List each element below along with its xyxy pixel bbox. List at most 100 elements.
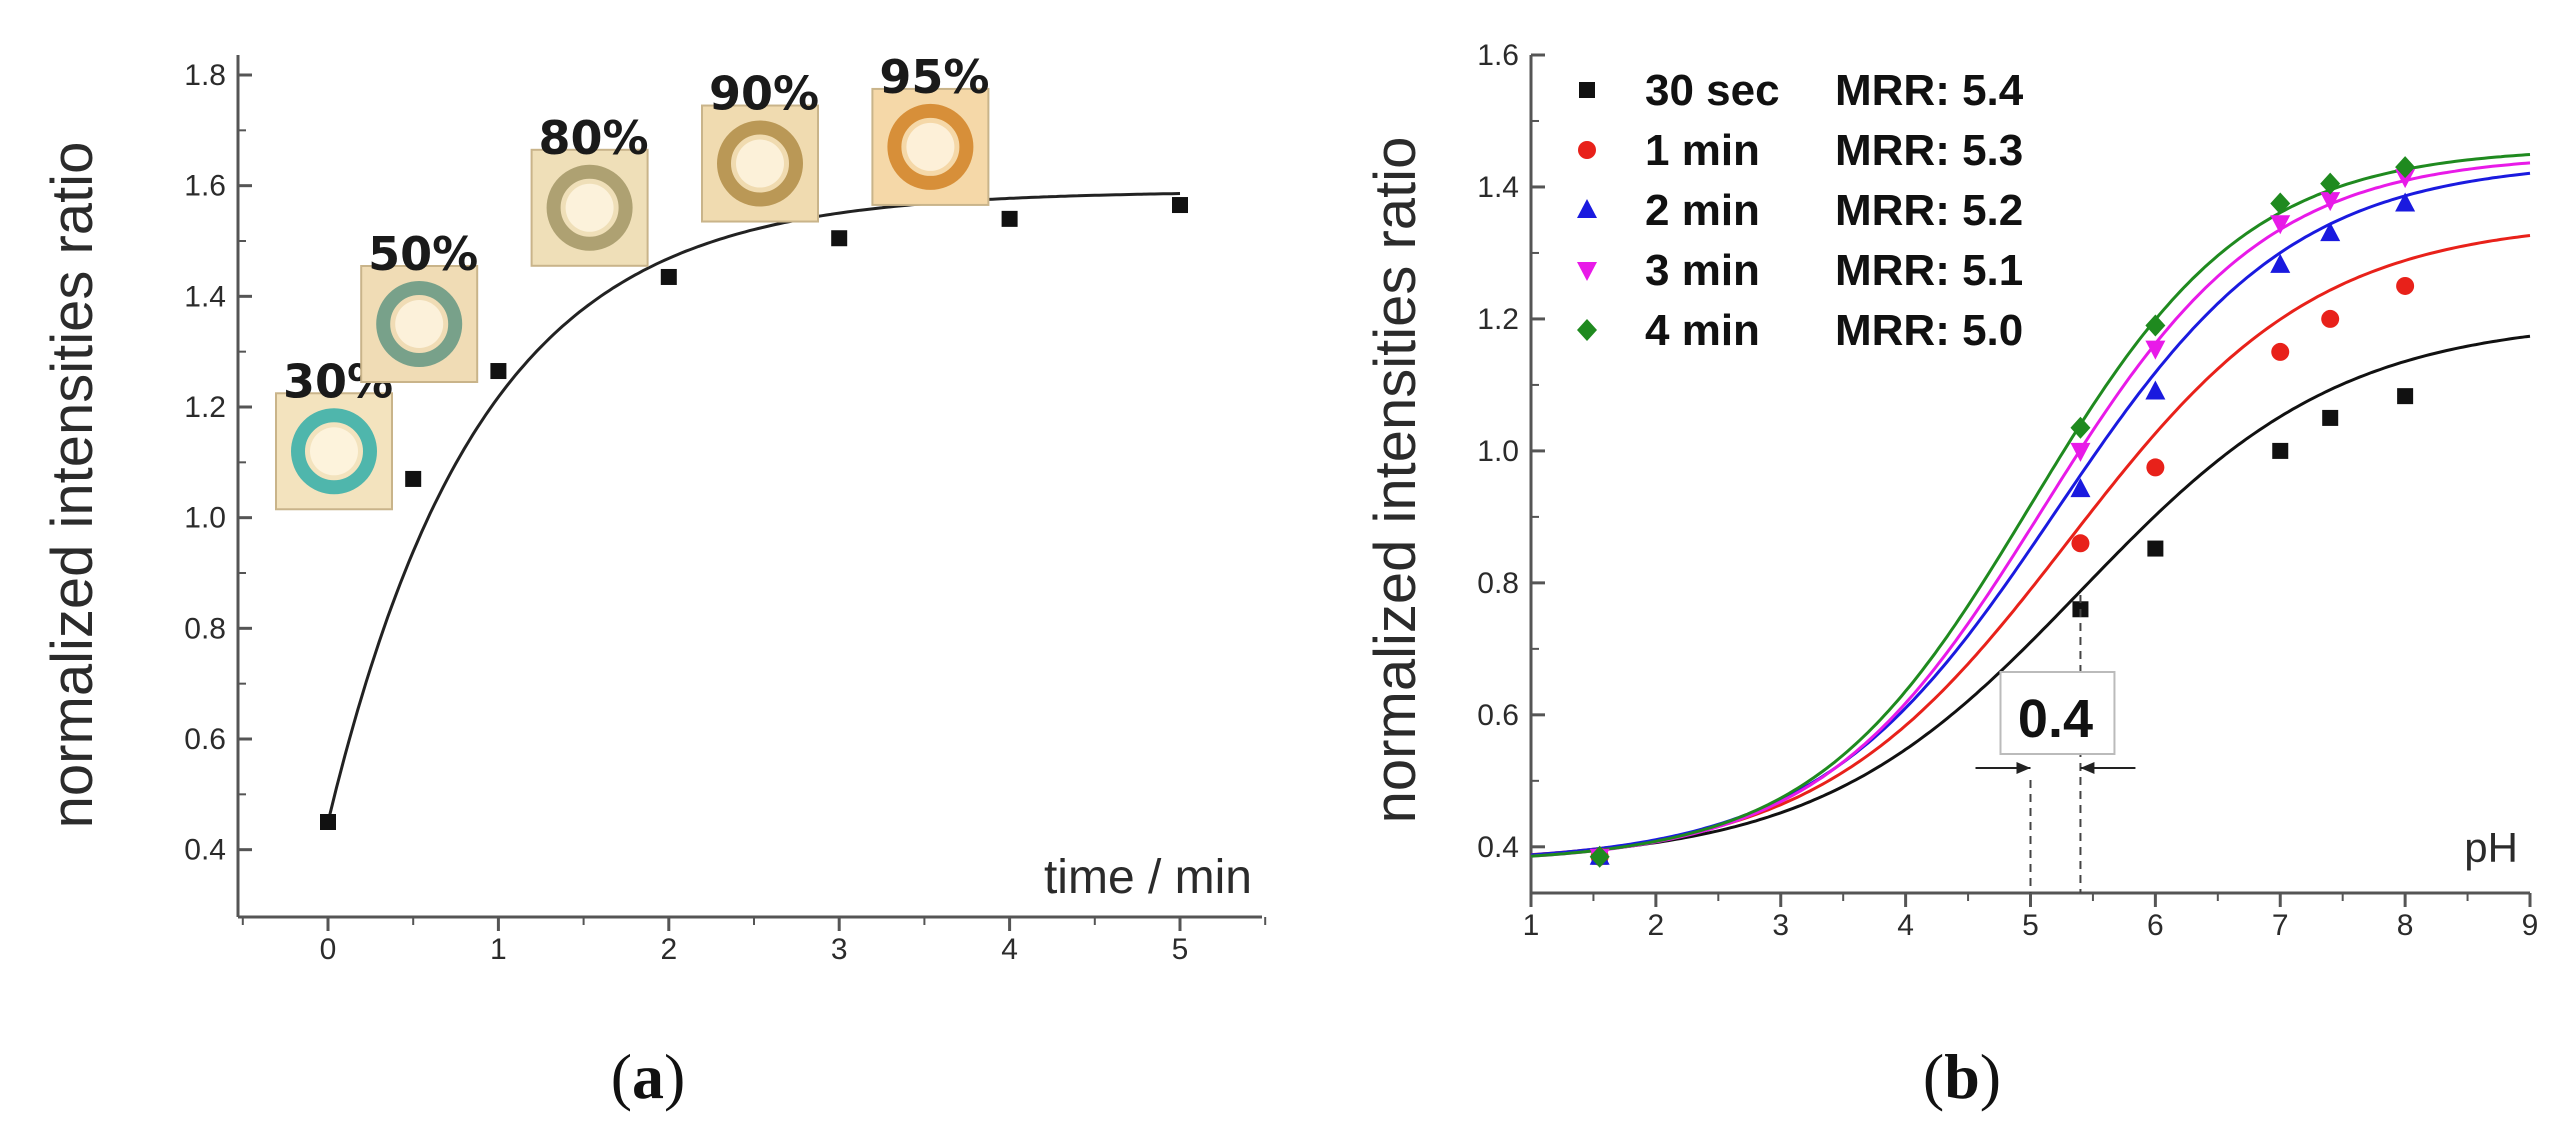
panel-a-x-axis-label: time / min — [1044, 851, 1252, 904]
panel-b-data-point — [2145, 380, 2166, 400]
panel-b-x-tick-label: 5 — [2022, 909, 2039, 942]
color-swatch — [871, 87, 990, 206]
panel-b-x-tick-label: 9 — [2522, 909, 2539, 942]
panel-a-data-point — [320, 814, 336, 830]
panel-b-data-point — [2322, 409, 2339, 426]
panel-a-x-tick-label: 0 — [320, 933, 337, 966]
percentage-label: 95% — [879, 50, 989, 104]
color-swatch — [530, 148, 649, 267]
swatch-ring — [546, 164, 633, 251]
panel-a-x-tick-label: 4 — [1001, 933, 1018, 966]
panel-b-data-point — [2396, 276, 2415, 295]
panel-b-data-point — [2070, 478, 2091, 498]
panel-b-y-tick-label: 1.0 — [1477, 435, 1519, 468]
swatch-ring — [291, 408, 377, 495]
legend-entry: 1 min MRR: 5.3 — [1578, 126, 2023, 175]
panel-b-x-tick-label: 4 — [1897, 909, 1914, 942]
panel-b-data-point — [1589, 845, 1610, 868]
legend-entry: 30 sec MRR: 5.4 — [1579, 66, 2024, 115]
legend-series-name: 30 sec — [1645, 66, 1780, 115]
panel-b-data-point — [2395, 192, 2416, 212]
panel-b-data-point — [2070, 416, 2091, 439]
legend-marker — [1577, 199, 1597, 218]
panel-b-y-tick-label: 1.4 — [1477, 171, 1519, 204]
panel-b-fit-curve — [1530, 153, 2531, 858]
panel-b-x-axis-label: pH — [2464, 824, 2518, 871]
legend-series-name: 2 min — [1645, 186, 1760, 235]
legend-marker — [1579, 82, 1595, 98]
panel-b-y-tick-label: 0.6 — [1477, 699, 1519, 732]
legend-mrr-value: MRR: 5.0 — [1835, 306, 2023, 355]
panel-b-y-tick-label: 1.6 — [1477, 39, 1519, 72]
panel-b-chart: normalized intensities ratio pH 0.4 0.6 0.… — [1363, 39, 2538, 942]
panel-b-y-axis-label: normalized intensities ratio — [1363, 137, 1428, 824]
color-swatch — [275, 392, 393, 511]
annotation-arrowhead — [2080, 762, 2095, 774]
panel-a-data-point — [831, 230, 848, 247]
panel-b-x-tick-label: 1 — [1523, 909, 1540, 942]
panel-b-x-tick-label: 8 — [2397, 909, 2414, 942]
panel-b-data-point — [2070, 442, 2091, 462]
panel-a-y-tick-label: 0.8 — [184, 612, 226, 645]
panel-b-data-point — [2395, 169, 2416, 189]
panel-a-data-point — [660, 268, 677, 285]
panel-b-data-point — [2147, 540, 2164, 557]
panel-b-y-tick-label: 0.8 — [1477, 567, 1519, 600]
panel-b-data-point — [2395, 156, 2416, 179]
panel-b-fit-curve — [1530, 334, 2531, 857]
panel-b-data-point — [2270, 192, 2291, 215]
panel-b-data-point — [2270, 215, 2291, 235]
legend-marker — [1577, 319, 1597, 341]
panel-a-x-tick-label: 5 — [1172, 933, 1189, 966]
annotation-box — [1999, 671, 2116, 755]
percentage-label: 90% — [709, 67, 819, 121]
panel-a-y-tick-label: 1.2 — [184, 391, 226, 424]
panel-a-data-point — [490, 363, 507, 380]
swatch-center — [736, 139, 784, 188]
swatch-ring — [887, 103, 974, 190]
panel-a-y-axis-label: normalized intensities ratio — [40, 142, 105, 829]
panel-b-data-point — [2145, 314, 2166, 337]
panel-b-data-point — [2271, 342, 2290, 361]
legend-entry: 4 min MRR: 5.0 — [1577, 306, 2023, 355]
panel-b-data-point — [2071, 534, 2090, 553]
color-swatch — [360, 265, 479, 383]
legend-mrr-value: MRR: 5.2 — [1835, 186, 2023, 235]
panel-b-data-point — [2397, 388, 2414, 405]
legend-mrr-value: MRR: 5.1 — [1835, 246, 2023, 295]
panel-a-y-tick-label: 0.4 — [184, 834, 226, 867]
panel-b-x-tick-label: 7 — [2272, 909, 2289, 942]
swatch-ring — [376, 281, 463, 367]
panel-b-data-point — [2272, 442, 2289, 459]
panel-b-label: (b) — [1923, 1041, 2001, 1112]
percentage-label: 50% — [368, 227, 478, 281]
swatch-center — [906, 122, 955, 171]
swatch-center — [310, 427, 358, 476]
panel-a-y-tick-label: 1.4 — [184, 280, 226, 313]
panel-b-x-tick-label: 6 — [2147, 909, 2164, 942]
color-swatch — [701, 104, 819, 223]
panel-a-y-tick-label: 1.8 — [184, 59, 226, 92]
panel-b-y-tick-label: 0.4 — [1477, 831, 1519, 864]
panel-a-data-point — [1172, 197, 1188, 214]
panel-a-data-point — [405, 470, 422, 487]
panel-a-y-tick-label: 1.0 — [184, 502, 226, 535]
panel-b-y-tick-label: 1.2 — [1477, 303, 1519, 336]
swatch-ring — [717, 120, 803, 207]
panel-a-x-tick-label: 3 — [831, 933, 848, 966]
legend-mrr-value: MRR: 5.3 — [1835, 126, 2023, 175]
legend-mrr-value: MRR: 5.4 — [1835, 66, 2024, 115]
legend-series-name: 3 min — [1645, 246, 1760, 295]
panel-b-data-point — [2320, 172, 2341, 195]
legend-series-name: 4 min — [1645, 306, 1760, 355]
annotation-label: 0.4 — [2018, 689, 2093, 749]
panel-b-data-point — [2321, 309, 2340, 328]
panel-b-data-point — [2320, 222, 2341, 242]
legend-marker — [1578, 141, 1596, 159]
panel-a-y-tick-label: 1.6 — [184, 170, 226, 203]
annotation-arrowhead — [2016, 762, 2031, 774]
panel-a-x-tick-label: 2 — [660, 933, 677, 966]
panel-b-data-point — [2146, 458, 2165, 477]
legend-entry: 2 min MRR: 5.2 — [1577, 186, 2023, 235]
